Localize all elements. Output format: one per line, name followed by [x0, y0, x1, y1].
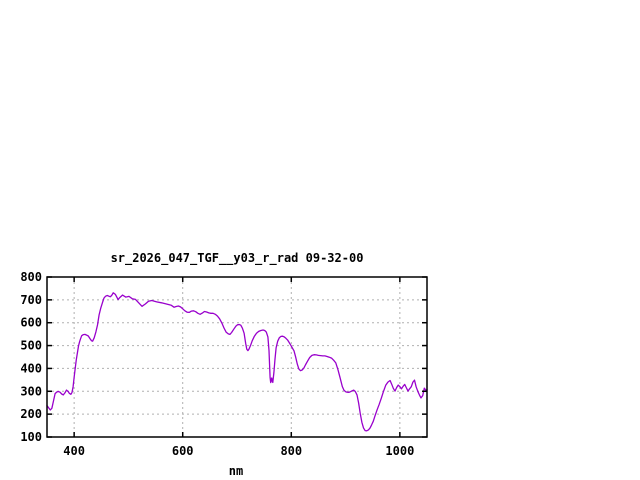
y-tick-label-600: 600	[20, 316, 42, 330]
y-tick-label-100: 100	[20, 430, 42, 444]
x-axis-label: nm	[229, 464, 243, 478]
y-tick-label-500: 500	[20, 339, 42, 353]
tick-layer	[47, 276, 427, 438]
y-tick-label-400: 400	[20, 361, 42, 375]
y-tick-label-200: 200	[20, 407, 42, 421]
tick-label-layer: 400 600 800 1000 100 200 300 400 500 600 700 800	[20, 270, 414, 458]
x-tick-label-1000: 1000	[385, 444, 414, 458]
y-tick-label-700: 700	[20, 293, 42, 307]
grid-layer	[47, 277, 427, 437]
curve-layer	[46, 292, 428, 432]
x-tick-label-600: 600	[172, 444, 194, 458]
chart-title: sr_2026_047_TGF__y03_r_rad 09-32-00	[111, 251, 364, 266]
x-tick-label-800: 800	[280, 444, 302, 458]
y-tick-label-800: 800	[20, 270, 42, 284]
x-tick-label-400: 400	[63, 444, 85, 458]
plot-border	[46, 276, 428, 438]
spectrum-curve-0	[46, 292, 428, 432]
y-tick-label-300: 300	[20, 384, 42, 398]
